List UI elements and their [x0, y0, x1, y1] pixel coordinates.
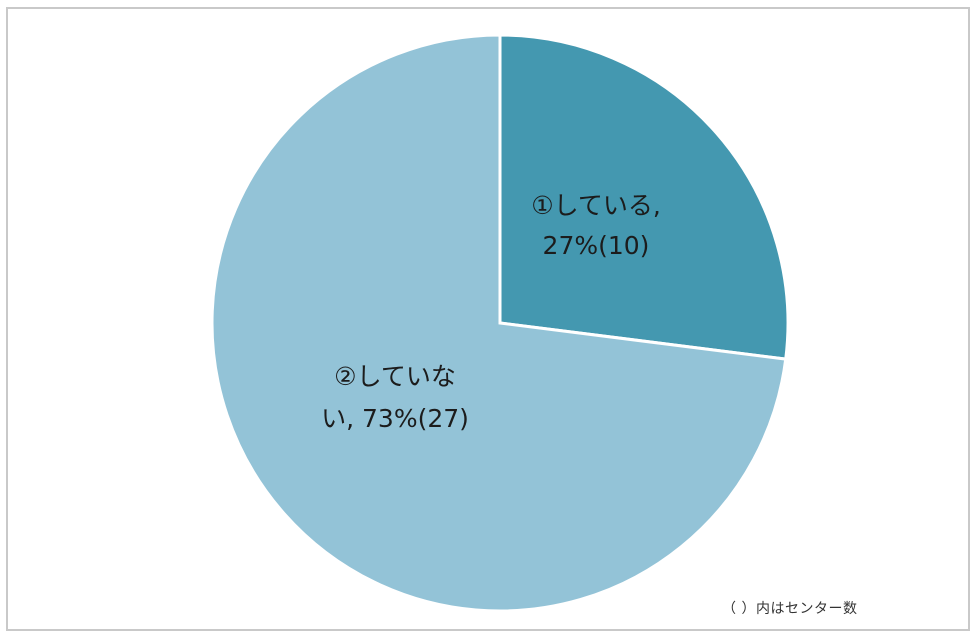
pie-slice-label-2: ②していない, 73%(27) — [321, 362, 469, 433]
pie-slice-label-1: ①している, 27%(10) — [531, 191, 661, 260]
pie-slice-2 — [210, 33, 788, 613]
pie-slice-1 — [498, 33, 790, 361]
chart-note: （ ）内はセンター数 — [722, 601, 858, 617]
